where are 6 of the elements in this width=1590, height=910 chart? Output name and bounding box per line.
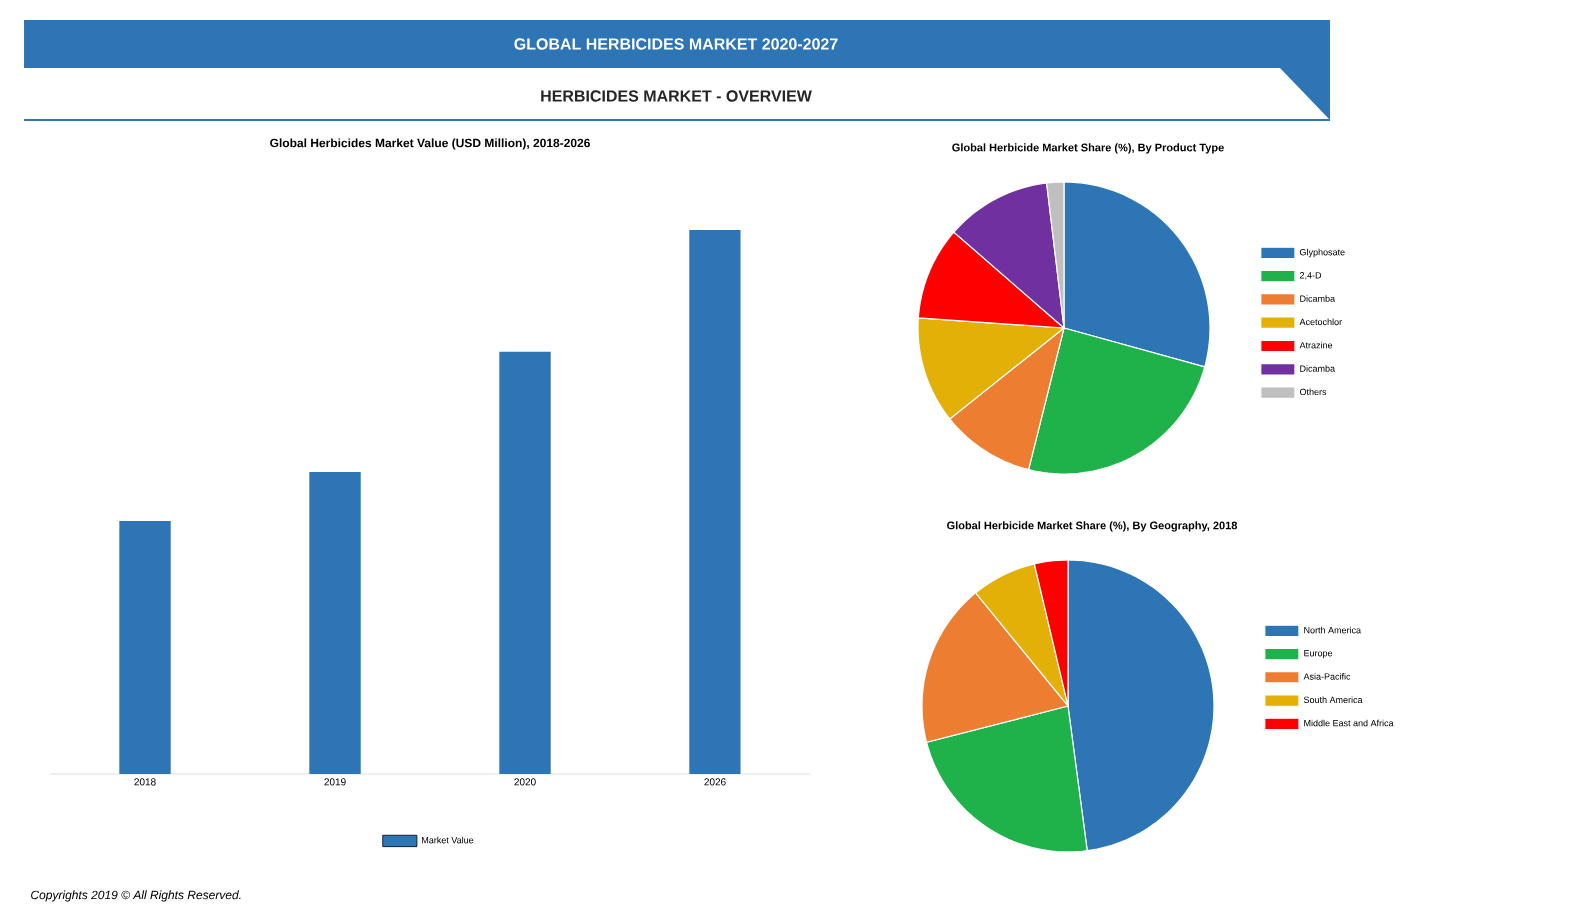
bar [499, 351, 551, 774]
bar [119, 521, 171, 774]
text: GLOBAL HERBICIDES MARKET 2020-2027 [514, 38, 838, 50]
text: HERBICIDES MARKET - OVERVIEW [541, 90, 812, 102]
bar [689, 229, 741, 774]
bar [309, 472, 361, 774]
